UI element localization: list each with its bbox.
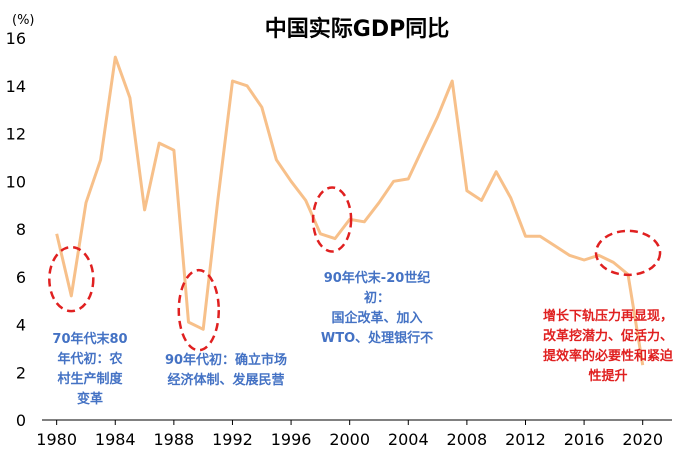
y-axis-unit: (%)	[12, 13, 35, 28]
annotation-line: 村生产制度	[57, 371, 123, 387]
x-tick-label: 1980	[36, 430, 77, 449]
x-tick-label: 1988	[154, 430, 195, 449]
x-axis: 1980 1984 1988 1992 1996 2000 2004 2008 2012 2016…	[36, 420, 663, 449]
y-axis: 0 2 4 6 8 10 12 14 16	[6, 29, 26, 430]
x-tick-label: 2008	[447, 430, 488, 449]
y-tick-label: 8	[16, 220, 26, 239]
y-tick-label: 12	[6, 125, 26, 144]
annotation-line: 90年代末-20世纪	[324, 270, 431, 286]
annotation-line: 70年代末80	[52, 331, 127, 347]
circle-1981	[48, 245, 95, 313]
y-tick-label: 2	[16, 363, 26, 382]
gdp-series-line	[55, 55, 645, 366]
x-tick-label: 2016	[564, 430, 605, 449]
annotation-line: 国企改革、加入	[331, 310, 422, 326]
x-tick-label: 1984	[95, 430, 136, 449]
annotations: 70年代末80年代初：农村生产制度变革90年代初：确立市场经济体制、发展民营90…	[52, 270, 674, 407]
x-tick-label: 1996	[271, 430, 312, 449]
x-tick-label: 1992	[212, 430, 253, 449]
x-tick-label: 2000	[329, 430, 370, 449]
annotation-line: 变革	[77, 391, 103, 407]
annotation-line: 经济体制、发展民营	[167, 372, 284, 388]
annotation-line: 年代初：农	[57, 351, 122, 367]
annotation-line: WTO、处理银行不	[321, 330, 433, 346]
y-tick-label: 6	[16, 268, 26, 287]
y-tick-label: 14	[6, 77, 26, 96]
annotation-line: 提效率的必要性和紧迫	[543, 348, 674, 364]
y-tick-label: 0	[16, 411, 26, 430]
x-tick-label: 2004	[388, 430, 429, 449]
y-tick-label: 4	[16, 316, 26, 335]
x-tick-label: 2012	[505, 430, 546, 449]
annotation-line: 性提升	[588, 368, 627, 384]
annotation-line: 初：	[364, 290, 390, 306]
y-tick-label: 16	[6, 29, 26, 48]
chart-title: 中国实际GDP同比	[265, 16, 449, 42]
y-tick-label: 10	[6, 172, 26, 191]
annotation-line: 90年代初：确立市场	[165, 352, 287, 368]
circle-1990	[177, 268, 221, 352]
annotation-line: 增长下轨压力再显现，	[543, 308, 673, 324]
highlight-circles	[48, 186, 662, 352]
circle-2019	[594, 229, 662, 277]
circle-1999	[311, 186, 353, 253]
annotation-line: 改革挖潜力、促活力、	[543, 328, 673, 344]
x-tick-label: 2020	[622, 430, 663, 449]
